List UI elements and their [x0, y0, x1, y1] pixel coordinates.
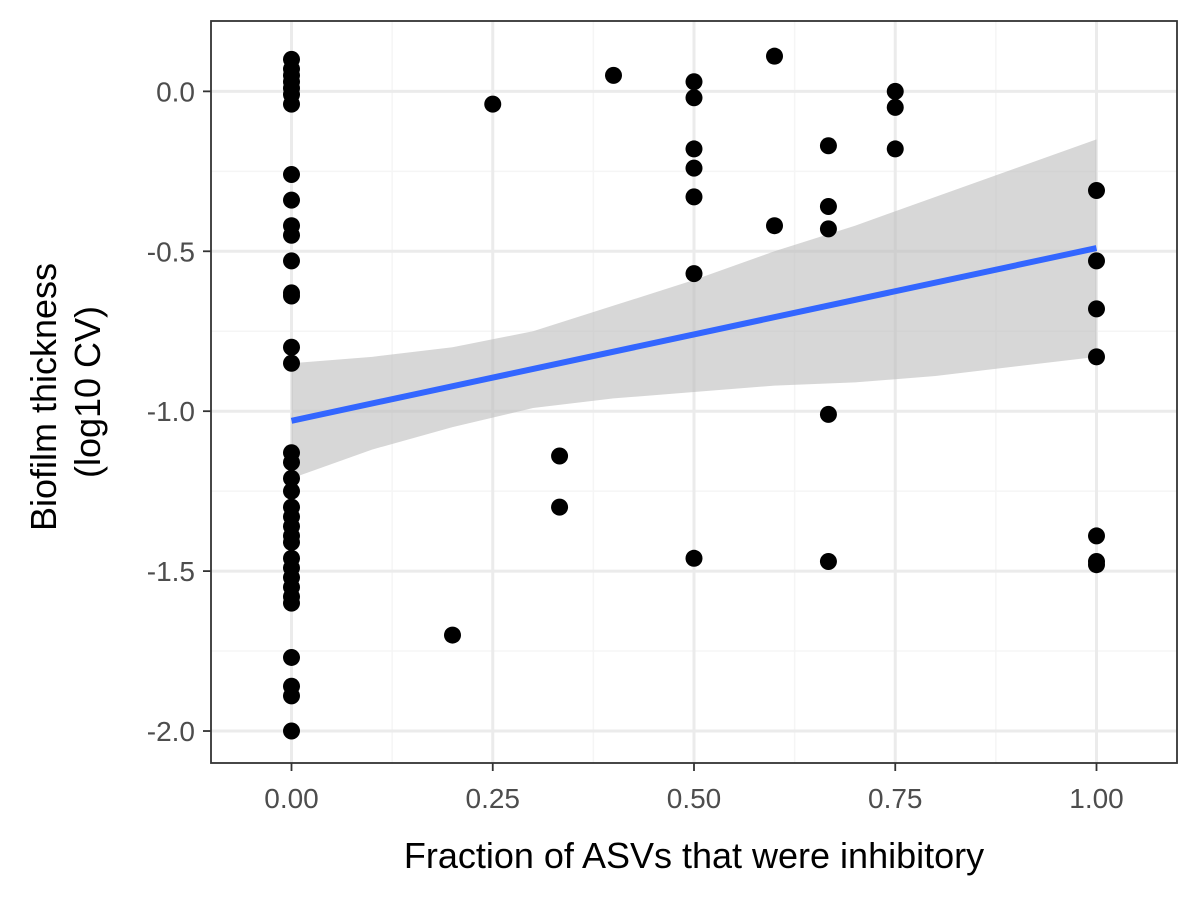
data-point [819, 137, 837, 155]
tick-layer: 0.00 0.25 0.50 0.75 1.00 -2.0 -1.5 -1.0 -0.5 0.0 [147, 76, 1124, 814]
data-point [766, 217, 783, 235]
data-point [1088, 348, 1105, 366]
x-tick-label: 0.00 [264, 783, 319, 814]
data-point [685, 89, 703, 107]
data-point [766, 47, 783, 65]
data-point [886, 82, 904, 100]
data-point [283, 533, 300, 551]
data-point [484, 95, 502, 113]
x-axis-title: Fraction of ASVs that were inhibitory [404, 835, 984, 876]
data-point [1088, 300, 1105, 318]
data-point [283, 594, 300, 612]
y-tick-label: -0.5 [147, 236, 195, 267]
y-tick-label: 0.0 [156, 76, 195, 107]
data-point [1088, 556, 1105, 574]
x-tick-label: 1.00 [1069, 783, 1124, 814]
y-tick-label: -2.0 [147, 716, 195, 747]
data-point [605, 66, 622, 84]
data-point [1088, 527, 1105, 545]
data-point [283, 191, 300, 209]
data-point [551, 498, 569, 516]
data-point [283, 687, 300, 705]
data-point [1088, 252, 1105, 270]
x-tick-label: 0.50 [667, 783, 722, 814]
data-point [685, 159, 703, 177]
data-point [1088, 182, 1105, 200]
axis-titles-layer: Fraction of ASVs that were inhibitory Bi… [23, 253, 984, 876]
data-point [283, 354, 300, 372]
data-point [685, 188, 703, 206]
confidence-band [291, 139, 1097, 479]
data-point [283, 469, 300, 487]
y-axis-title: Biofilm thickness (log10 CV) [23, 253, 108, 531]
y-axis-title-line-2: (log10 CV) [67, 306, 108, 478]
data-point [283, 648, 300, 666]
data-point [283, 226, 300, 244]
points-layer [283, 47, 1105, 740]
regression-line [290, 245, 1098, 424]
data-point [819, 553, 837, 571]
data-point [283, 95, 300, 113]
data-point [819, 405, 837, 423]
data-point [551, 447, 569, 465]
data-point [685, 549, 703, 567]
data-point [283, 722, 300, 740]
data-point [283, 166, 300, 184]
data-point [283, 252, 300, 270]
data-point [283, 453, 300, 471]
data-point [283, 338, 300, 356]
y-tick-label: -1.5 [147, 556, 195, 587]
data-point [685, 73, 703, 91]
data-point [283, 482, 300, 500]
data-point [819, 220, 837, 238]
y-tick-label: -1.0 [147, 396, 195, 427]
fit-line-layer [290, 245, 1098, 424]
data-point [685, 265, 703, 283]
y-axis-title-line-1: Biofilm thickness [23, 263, 64, 531]
data-point [886, 140, 904, 158]
data-point [444, 626, 461, 644]
confidence-band-layer [291, 139, 1097, 479]
data-point [886, 98, 904, 116]
x-tick-label: 0.25 [466, 783, 521, 814]
x-tick-label: 0.75 [868, 783, 923, 814]
data-point [685, 140, 703, 158]
data-point [819, 198, 837, 215]
data-point [283, 287, 300, 305]
